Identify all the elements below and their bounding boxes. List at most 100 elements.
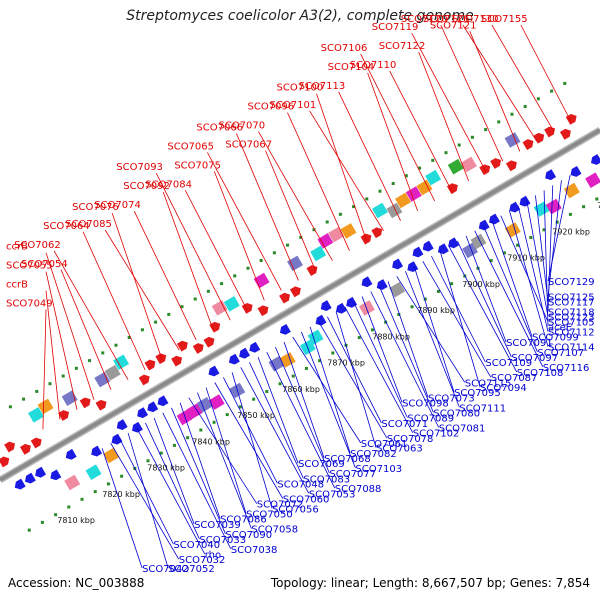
tick-dot: [431, 158, 435, 162]
reverse-callout-line: [266, 351, 336, 489]
forward-callout-line: [309, 110, 384, 231]
tick-dot: [106, 482, 110, 486]
feature-box: [462, 242, 478, 259]
forward-arrow: [565, 113, 577, 125]
reverse-gene-arrow: [437, 243, 449, 255]
forward-gene-label: SCO7110: [350, 60, 397, 71]
reverse-gene-label: SCO7056: [272, 504, 319, 515]
reverse-callout-line: [197, 392, 252, 529]
reverse-arrow: [407, 261, 419, 273]
reverse-gene-label: SCO7117: [548, 297, 595, 308]
tick-dot: [180, 305, 184, 309]
forward-feature-box: [94, 371, 111, 388]
reverse-gene-label: SCO7050: [246, 510, 293, 521]
forward-gene-label: SCO7092: [123, 181, 170, 192]
feature-box: [186, 403, 203, 419]
forward-gene-arrow: [0, 456, 10, 468]
reverse-gene-label: SCO7089: [407, 414, 454, 425]
reverse-gene-arrow: [157, 395, 169, 407]
feature-box: [389, 281, 406, 298]
forward-callout-line: [265, 150, 316, 271]
forward-gene-label: SCO7101: [270, 100, 317, 111]
forward-feature-box: [310, 245, 327, 262]
reverse-gene-arrow: [478, 219, 490, 231]
forward-arrow: [279, 292, 291, 304]
tick-dot: [22, 397, 26, 401]
forward-arrow: [490, 158, 502, 169]
forward-callout-line: [162, 192, 214, 331]
forward-gene-arrow: [155, 353, 167, 365]
reverse-callout-line: [431, 255, 486, 363]
reverse-gene-label: SCO7118: [548, 307, 595, 318]
feature-box: [386, 202, 403, 219]
forward-arrow: [446, 183, 458, 195]
reverse-gene-arrow: [422, 240, 434, 252]
reverse-arrow: [147, 401, 159, 413]
reverse-gene-label: SCO7111: [459, 403, 506, 414]
tick-dot: [484, 128, 488, 132]
reverse-arrow: [249, 341, 261, 353]
tick-dot: [550, 89, 554, 93]
reverse-gene-label: SCO7080: [433, 408, 480, 419]
reverse-callout-line: [275, 346, 330, 474]
forward-callout-line: [338, 91, 401, 222]
feature-box: [28, 407, 44, 423]
forward-arrow: [479, 164, 491, 176]
reverse-callout-line: [327, 316, 382, 423]
reverse-arrow: [157, 395, 169, 407]
tick-dot: [167, 312, 171, 316]
tick-dot: [233, 274, 237, 278]
reverse-gene-label: SCO7061: [361, 439, 408, 450]
forward-callout-line: [45, 271, 78, 410]
forward-gene-label: SCO7100: [277, 83, 324, 94]
reverse-gene-callouts: SCO7129SCO7125SCO7118aceESCO7117SCO7123S…: [101, 175, 595, 575]
reverse-gene-label: SCO7058: [251, 525, 298, 536]
tick-dot: [265, 389, 269, 393]
reverse-gene-label: SCO7082: [350, 449, 397, 460]
reverse-callout-line: [344, 306, 414, 433]
feature-box: [104, 364, 121, 381]
feature-box: [585, 172, 600, 188]
forward-arrow: [4, 441, 16, 453]
reverse-gene-label: SCO7109: [485, 358, 532, 369]
forward-callout-line: [184, 190, 248, 311]
tick-dot: [246, 266, 250, 270]
scale-label: 7880 kbp: [372, 332, 410, 341]
forward-callout-line: [42, 309, 47, 430]
reverse-callout-line: [179, 402, 221, 519]
feature-box: [211, 300, 228, 316]
forward-gene-arrow: [58, 410, 70, 421]
reverse-callout-line: [387, 281, 429, 398]
forward-callout-line: [60, 269, 112, 390]
reverse-arrow: [315, 314, 327, 326]
forward-gene-label: SCO7126: [423, 14, 470, 25]
reverse-gene-label: aceE: [548, 322, 572, 333]
reverse-callout-line: [396, 276, 466, 383]
reverse-gene-arrow: [519, 195, 531, 207]
forward-gene-arrow: [279, 292, 291, 304]
forward-gene-arrow: [30, 437, 42, 449]
backbone-line: [0, 128, 600, 482]
reverse-callout-line: [110, 442, 180, 560]
reverse-arrow: [131, 421, 143, 433]
feature-box: [94, 371, 111, 388]
tick-dot: [101, 351, 105, 355]
tick-dot: [457, 143, 461, 147]
tick-dot: [542, 228, 546, 232]
forward-gene-label: SCO7070: [218, 121, 265, 132]
reverse-callout-line: [370, 291, 440, 428]
scale-label: 7850 kbp: [237, 411, 275, 420]
reverse-feature-box: [268, 356, 285, 372]
forward-gene-arrow: [144, 359, 156, 371]
reverse-callout-line: [136, 427, 206, 555]
reverse-feature-box: [462, 242, 478, 259]
tick-dot: [146, 459, 150, 463]
feature-box: [395, 192, 411, 209]
reverse-callout-line: [465, 235, 507, 343]
reverse-arrow: [478, 219, 490, 231]
tick-dot: [127, 336, 131, 340]
forward-arrow: [203, 336, 215, 348]
map-title: Streptomyces coelicolor A3(2), complete …: [126, 8, 474, 24]
forward-callout-line: [287, 112, 350, 251]
